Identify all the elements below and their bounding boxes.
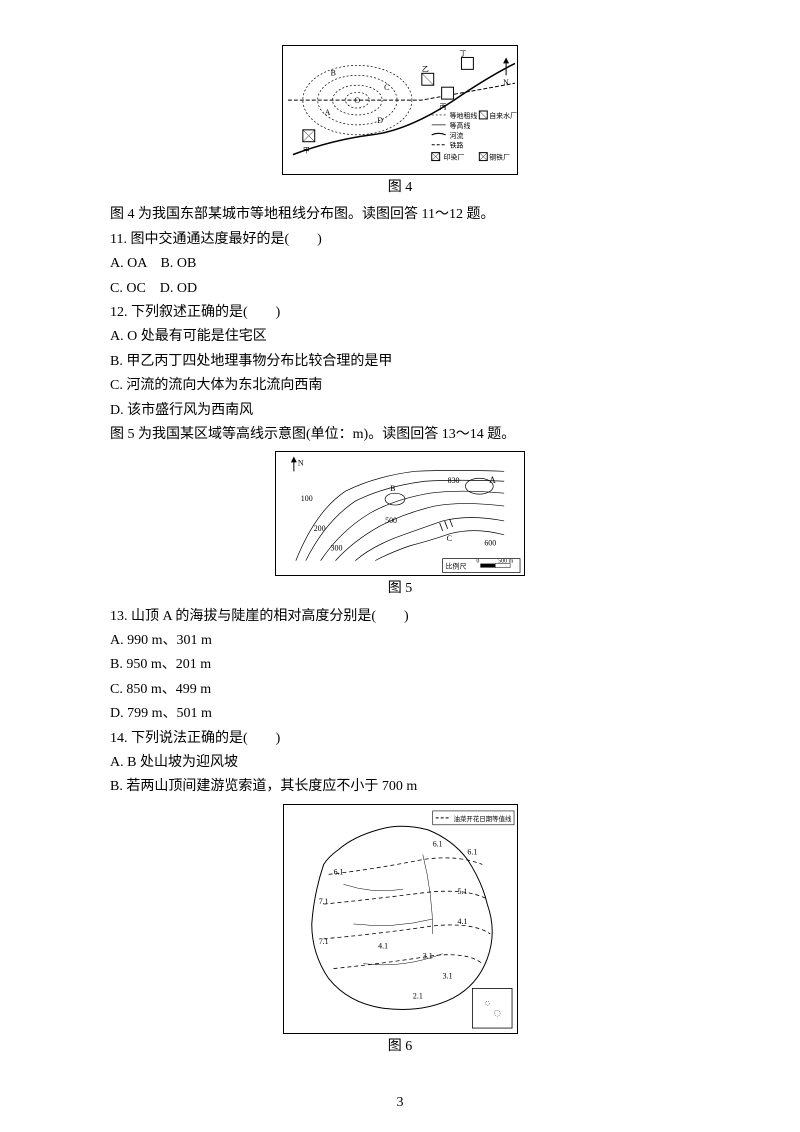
svg-text:600: 600 <box>484 539 496 548</box>
svg-text:7.1: 7.1 <box>318 937 328 946</box>
q11-opts-1: A. OA B. OB <box>110 253 690 275</box>
figure-6-image: 6.1 6.1 5.1 4.1 4.1 3.1 3.1 2.1 7.1 7.1 … <box>283 804 518 1034</box>
q12-a: A. O 处最有可能是住宅区 <box>110 326 690 348</box>
q12-b: B. 甲乙丙丁四处地理事物分布比较合理的是甲 <box>110 351 690 373</box>
svg-text:6.1: 6.1 <box>333 867 343 876</box>
figure-6: 6.1 6.1 5.1 4.1 4.1 3.1 3.1 2.1 7.1 7.1 … <box>110 804 690 1058</box>
svg-text:N: N <box>503 78 509 87</box>
svg-text:0: 0 <box>476 559 479 565</box>
svg-text:500: 500 <box>385 516 397 525</box>
figure-6-caption: 图 6 <box>388 1036 413 1058</box>
q12-c: C. 河流的流向大体为东北流向西南 <box>110 375 690 397</box>
q11-stem: 11. 图中交通通达度最好的是( ) <box>110 229 690 251</box>
fig5-intro: 图 5 为我国某区域等高线示意图(单位：m)。读图回答 13～14 题。 <box>110 424 690 446</box>
svg-text:4.1: 4.1 <box>457 917 467 926</box>
legend-denggao: 等高线 <box>450 121 471 130</box>
q14-b: B. 若两山顶间建游览索道，其长度应不小于 700 m <box>110 776 690 798</box>
q13-a: A. 990 m、301 m <box>110 630 690 652</box>
page-number: 3 <box>0 1092 800 1114</box>
svg-text:5.1: 5.1 <box>457 887 467 896</box>
scalebar-label: 比例尺 <box>446 562 467 571</box>
q13-c: C. 850 m、499 m <box>110 679 690 701</box>
map-icon: O B C D A 甲 乙 丁 丙 N <box>283 45 517 175</box>
svg-text:A: A <box>325 108 331 117</box>
svg-text:甲: 甲 <box>303 147 310 155</box>
svg-text:7.1: 7.1 <box>318 897 328 906</box>
q13-b: B. 950 m、201 m <box>110 654 690 676</box>
q12-d: D. 该市盛行风为西南风 <box>110 400 690 422</box>
q14-stem: 14. 下列说法正确的是( ) <box>110 728 690 750</box>
legend-water: 自来水厂 <box>489 111 517 120</box>
svg-text:300: 300 <box>331 544 343 553</box>
svg-text:100: 100 <box>301 494 313 503</box>
legend-steel: 钢铁厂 <box>489 153 510 162</box>
svg-text:A: A <box>489 476 496 486</box>
svg-text:C: C <box>384 83 389 92</box>
china-map-icon: 6.1 6.1 5.1 4.1 4.1 3.1 3.1 2.1 7.1 7.1 … <box>284 804 517 1034</box>
figure-5-caption: 图 5 <box>388 578 413 600</box>
figure-5: A 830 B C 100 200 300 500 600 N <box>110 451 690 600</box>
svg-text:C: C <box>447 534 452 543</box>
legend-river: 河流 <box>450 131 464 140</box>
q11-opts-2: C. OC D. OD <box>110 278 690 300</box>
svg-text:N: N <box>298 459 304 468</box>
legend-rail: 铁路 <box>450 141 464 150</box>
svg-text:6.1: 6.1 <box>467 847 477 856</box>
svg-text:4.1: 4.1 <box>378 942 388 951</box>
svg-text:丙: 丙 <box>440 103 447 111</box>
svg-text:500 m: 500 m <box>498 559 513 565</box>
figure-5-image: A 830 B C 100 200 300 500 600 N <box>275 451 525 576</box>
q13-d: D. 799 m、501 m <box>110 703 690 725</box>
svg-text:3.1: 3.1 <box>422 951 432 960</box>
figure-4: O B C D A 甲 乙 丁 丙 N <box>110 45 690 199</box>
fig4-intro: 图 4 为我国东部某城市等地租线分布图。读图回答 11～12 题。 <box>110 204 690 226</box>
legend-dengzu: 等地租线 <box>450 111 478 120</box>
svg-text:2.1: 2.1 <box>412 991 422 1000</box>
legend-dye: 印染厂 <box>444 153 465 162</box>
figure-4-caption: 图 4 <box>388 177 413 199</box>
q13-stem: 13. 山顶 A 的海拔与陡崖的相对高度分别是( ) <box>110 606 690 628</box>
svg-text:乙: 乙 <box>422 65 429 73</box>
q12-stem: 12. 下列叙述正确的是( ) <box>110 302 690 324</box>
fig6-legend: 油菜开花日期等值线 <box>453 814 512 823</box>
svg-text:3.1: 3.1 <box>442 971 452 980</box>
svg-text:6.1: 6.1 <box>432 839 442 848</box>
svg-text:B: B <box>390 484 395 493</box>
svg-text:D: D <box>377 116 383 125</box>
q14-a: A. B 处山坡为迎风坡 <box>110 752 690 774</box>
svg-text:丁: 丁 <box>459 49 466 57</box>
svg-text:B: B <box>331 68 336 77</box>
svg-text:830: 830 <box>448 477 460 486</box>
svg-text:200: 200 <box>314 524 326 533</box>
figure-4-image: O B C D A 甲 乙 丁 丙 N <box>282 45 518 175</box>
contour-map-icon: A 830 B C 100 200 300 500 600 N <box>276 451 524 576</box>
